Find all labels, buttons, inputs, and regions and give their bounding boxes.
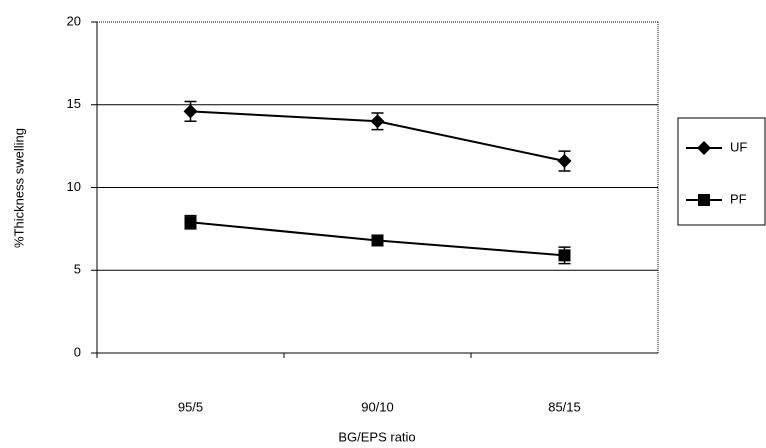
y-axis-title: %Thickness swelling	[11, 128, 26, 248]
y-tick-label: 20	[67, 13, 81, 28]
data-point	[559, 249, 571, 261]
legend-label: PF	[730, 191, 747, 206]
data-point	[185, 216, 197, 228]
legend-marker	[698, 194, 710, 206]
data-point	[371, 114, 385, 128]
data-point	[558, 154, 572, 168]
legend-box	[678, 118, 765, 225]
x-tick-label: 90/10	[361, 399, 394, 414]
y-tick-label: 10	[67, 179, 81, 194]
data-point	[184, 104, 198, 118]
y-tick-label: 0	[74, 344, 81, 359]
x-tick-label: 95/5	[178, 399, 203, 414]
legend-label: UF	[730, 139, 747, 154]
data-point	[372, 234, 384, 246]
y-tick-label: 15	[67, 96, 81, 111]
chart: %Thickness swelling BG/EPS ratio 0 5 10 15 2…	[0, 0, 766, 448]
x-tick-label: 85/15	[548, 399, 581, 414]
x-axis-title: BG/EPS ratio	[338, 429, 415, 444]
y-tick-label: 5	[74, 262, 81, 277]
